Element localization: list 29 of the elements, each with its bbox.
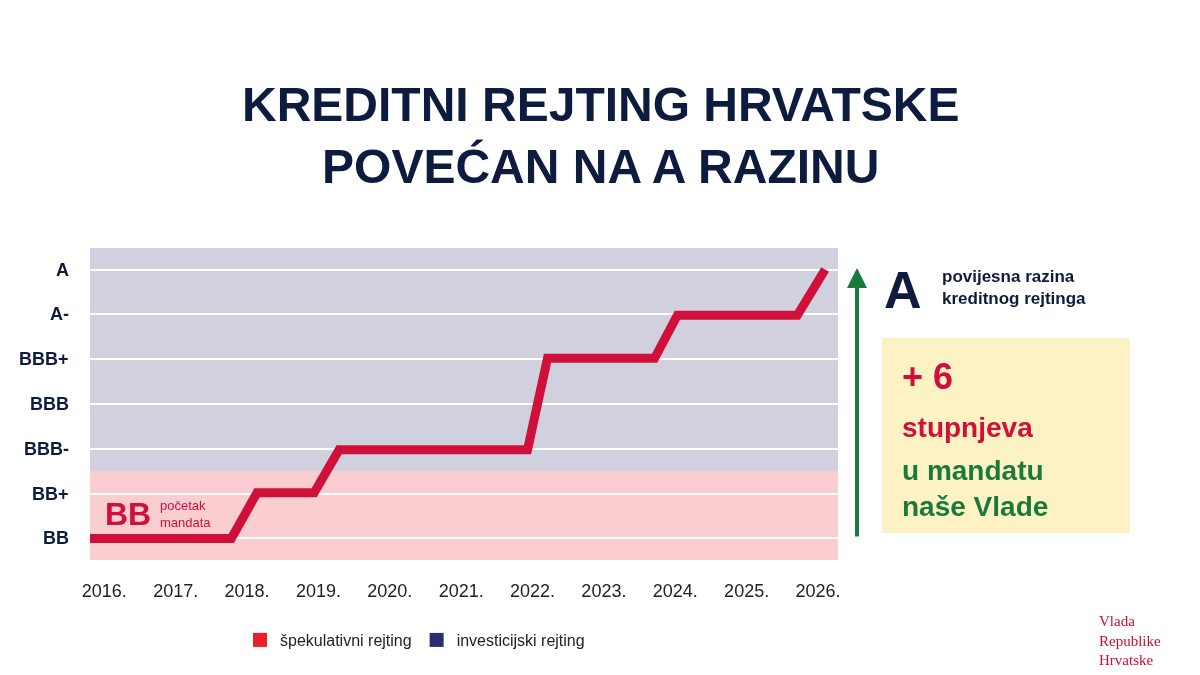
text: stupnjeva [902,412,1034,443]
annotation: početak mandata [160,498,212,530]
x-tick-label: 2024. [652,581,698,601]
text: BB+ [32,484,69,504]
text: u mandatu naše Vlade [902,455,1049,523]
text: BBB+ [19,349,69,369]
chart-title: KREDITNI REJTING HRVATSKE POVEĆAN NA A RAZINU [242,78,960,194]
x-tick-label: 2017. [153,581,199,601]
x-tick-label: 2018. [224,581,270,601]
text: A [56,260,69,280]
x-tick-label: 2021. [438,581,484,601]
x-tick-label: 2019. [295,581,341,601]
text: A [884,261,922,319]
x-tick-label: 2026. [795,581,841,601]
x-tick-label: 2022. [510,581,556,601]
x-tick-label: 2025. [724,581,770,601]
legend-label: investicijski rejting [456,632,585,650]
annotation: BB [105,496,152,532]
text: + 6 [902,356,954,397]
text: BBB [30,394,69,414]
text: Vlada Republike Hrvatske [1099,613,1161,668]
text: A- [50,304,69,324]
text: BB [43,528,69,548]
x-tick-label: 2016. [81,581,127,601]
x-tick-label: 2023. [581,581,627,601]
text: povijesna razina kreditnog rejtinga [942,267,1087,309]
legend-label: špekulativni rejting [280,632,412,650]
x-tick-label: 2020. [367,581,413,601]
text: BBB- [24,439,69,459]
